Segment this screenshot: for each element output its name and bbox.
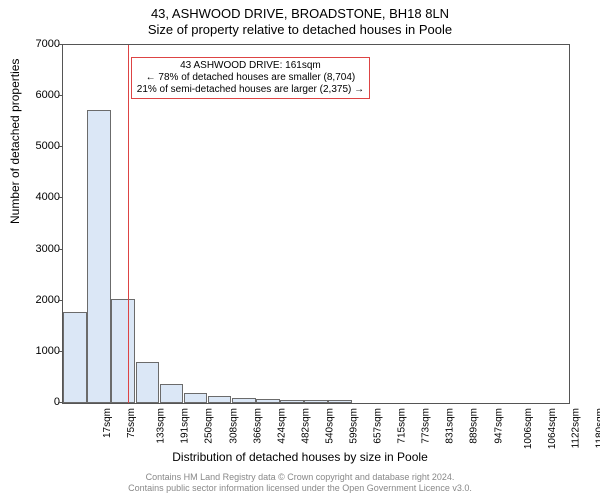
x-tick-label: 1122sqm xyxy=(570,408,581,448)
x-tick-label: 482sqm xyxy=(300,408,311,444)
y-tick-label: 0 xyxy=(20,396,60,408)
histogram-bar xyxy=(208,396,232,403)
x-tick-label: 75sqm xyxy=(126,408,137,438)
y-tick-mark xyxy=(58,351,62,352)
chart-title-1: 43, ASHWOOD DRIVE, BROADSTONE, BH18 8LN xyxy=(0,6,600,21)
footer-text: Contains HM Land Registry data © Crown c… xyxy=(0,472,600,494)
y-tick-mark xyxy=(58,95,62,96)
x-tick-label: 424sqm xyxy=(276,408,287,444)
x-tick-label: 250sqm xyxy=(204,408,215,444)
x-tick-label: 1180sqm xyxy=(594,408,600,448)
x-tick-label: 947sqm xyxy=(493,408,504,444)
histogram-bar xyxy=(87,110,111,403)
x-tick-label: 1064sqm xyxy=(547,408,558,449)
y-tick-label: 2000 xyxy=(20,294,60,306)
y-tick-mark xyxy=(58,197,62,198)
y-tick-label: 4000 xyxy=(20,191,60,203)
y-tick-label: 7000 xyxy=(20,38,60,50)
x-tick-label: 715sqm xyxy=(397,408,408,444)
x-tick-label: 308sqm xyxy=(228,408,239,444)
footer-line-2: Contains public sector information licen… xyxy=(128,483,472,493)
annotation-line1: 43 ASHWOOD DRIVE: 161sqm xyxy=(180,60,321,71)
histogram-bar xyxy=(256,399,280,403)
annotation-box: 43 ASHWOOD DRIVE: 161sqm← 78% of detache… xyxy=(131,57,370,99)
annotation-line2: ← 78% of detached houses are smaller (8,… xyxy=(146,72,356,83)
x-tick-label: 133sqm xyxy=(156,408,167,444)
histogram-bar xyxy=(328,400,352,403)
x-tick-label: 1006sqm xyxy=(523,408,534,449)
histogram-bar xyxy=(280,400,304,403)
x-tick-label: 540sqm xyxy=(324,408,335,444)
x-axis-label: Distribution of detached houses by size … xyxy=(0,450,600,464)
x-tick-label: 773sqm xyxy=(421,408,432,444)
histogram-bar xyxy=(63,312,87,403)
histogram-bar xyxy=(136,362,160,403)
y-tick-label: 3000 xyxy=(20,243,60,255)
x-tick-label: 657sqm xyxy=(373,408,384,444)
y-tick-mark xyxy=(58,249,62,250)
y-tick-mark xyxy=(58,402,62,403)
histogram-bar xyxy=(111,299,135,403)
reference-line xyxy=(128,45,129,403)
histogram-bar xyxy=(184,393,208,403)
y-tick-mark xyxy=(58,44,62,45)
x-tick-label: 599sqm xyxy=(349,408,360,444)
plot-area: 43 ASHWOOD DRIVE: 161sqm← 78% of detache… xyxy=(62,44,570,404)
footer-line-1: Contains HM Land Registry data © Crown c… xyxy=(146,472,455,482)
x-tick-label: 366sqm xyxy=(252,408,263,444)
y-tick-label: 5000 xyxy=(20,140,60,152)
histogram-bar xyxy=(304,400,328,403)
x-tick-label: 17sqm xyxy=(102,408,113,438)
x-tick-label: 889sqm xyxy=(469,408,480,444)
y-tick-mark xyxy=(58,300,62,301)
y-tick-label: 6000 xyxy=(20,89,60,101)
histogram-bar xyxy=(160,384,184,403)
chart-title-2: Size of property relative to detached ho… xyxy=(0,22,600,37)
chart-container: 43, ASHWOOD DRIVE, BROADSTONE, BH18 8LN … xyxy=(0,0,600,500)
y-tick-label: 1000 xyxy=(20,345,60,357)
x-tick-label: 831sqm xyxy=(445,408,456,444)
annotation-line3: 21% of semi-detached houses are larger (… xyxy=(137,84,364,95)
y-tick-mark xyxy=(58,146,62,147)
x-tick-label: 191sqm xyxy=(180,408,191,444)
histogram-bar xyxy=(232,398,256,403)
